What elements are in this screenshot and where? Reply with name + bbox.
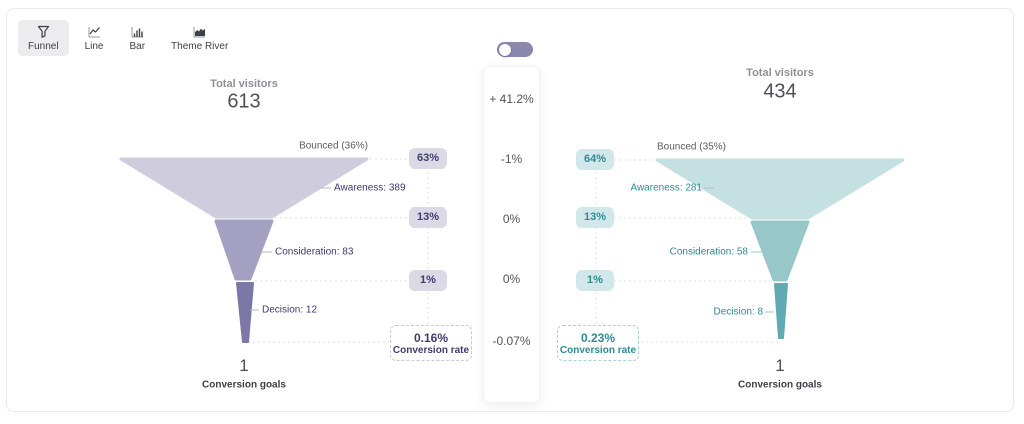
left-stage-label-consideration: Consideration: 83 [275,246,354,258]
theme-river-icon [192,24,207,39]
left-step-badge-2: 13% [409,207,447,228]
comparison-step3-delta: 0% [502,272,521,286]
right-step-badge-1: 64% [576,149,614,170]
right-conversion-rate-value: 0.23% [580,330,616,345]
left-total-visitors-value: 613 [227,90,261,113]
chart-type-button-bar[interactable]: Bar [119,20,155,56]
toggle-knob [499,43,511,56]
left-conversion-rate-value: 0.16% [413,330,449,345]
bar-chart-icon [130,24,145,39]
comparison-step1-delta: -1% [500,152,523,166]
right-stage-label-awareness: Awareness: 281 [630,182,702,194]
left-funnel-stage-decision[interactable] [236,282,254,343]
chart-type-label: Funnel [28,41,59,52]
right-funnel-stage-decision[interactable] [774,283,788,339]
right-stage-label-consideration: Consideration: 58 [669,246,748,258]
right-conversion-rate-box: 0.23% Conversion rate [557,325,639,361]
right-step-badge-3: 1% [576,270,614,291]
right-step-badge-2: 13% [576,207,614,228]
chart-type-label: Theme River [171,41,229,52]
left-bounced-label: Bounced (36%) [299,140,368,152]
left-funnel-stage-consideration[interactable] [214,219,274,281]
comparison-step2-delta: 0% [502,212,521,226]
chart-type-button-theme-river[interactable]: Theme River [161,20,238,56]
left-step-badge-1: 63% [409,148,447,169]
right-conversion-goals-value: 1 [775,356,785,375]
chart-type-label: Line [84,41,104,52]
line-chart-icon [87,24,102,39]
comparison-toggle[interactable] [497,42,533,57]
chart-type-label: Bar [129,41,146,52]
left-conversion-goals-value: 1 [239,356,249,375]
left-conversion-goals-label: Conversion goals [202,379,286,391]
right-funnel-stage-awareness[interactable] [655,158,905,220]
right-conversion-rate-label: Conversion rate [559,344,637,356]
right-total-visitors-label: Total visitors [746,67,814,79]
funnel-icon [36,24,51,39]
right-funnel [595,158,905,343]
left-total-visitors-label: Total visitors [210,78,278,90]
right-funnel-stage-consideration[interactable] [750,220,810,282]
comparison-panel: + 41.2% -1% 0% 0% -0.07% [483,66,540,403]
left-step-badge-3: 1% [409,270,447,291]
left-funnel-stage-awareness[interactable] [119,157,369,219]
chart-type-button-line[interactable]: Line [75,20,114,56]
right-stage-label-decision: Decision: 8 [713,306,763,318]
left-conversion-rate-box: 0.16% Conversion rate [390,325,472,361]
chart-type-toolbar: Funnel Line Bar Theme River [18,20,238,56]
right-total-visitors-value: 434 [763,80,797,103]
comparison-conversion-delta: -0.07% [492,334,531,348]
left-stage-label-decision: Decision: 12 [262,304,318,316]
left-stage-label-awareness: Awareness: 389 [334,182,406,194]
chart-type-button-funnel[interactable]: Funnel [18,20,69,56]
right-bounced-label: Bounced (35%) [657,141,726,153]
left-conversion-rate-label: Conversion rate [392,344,470,356]
comparison-total-delta: + 41.2% [489,92,534,106]
right-conversion-goals-label: Conversion goals [738,379,822,391]
